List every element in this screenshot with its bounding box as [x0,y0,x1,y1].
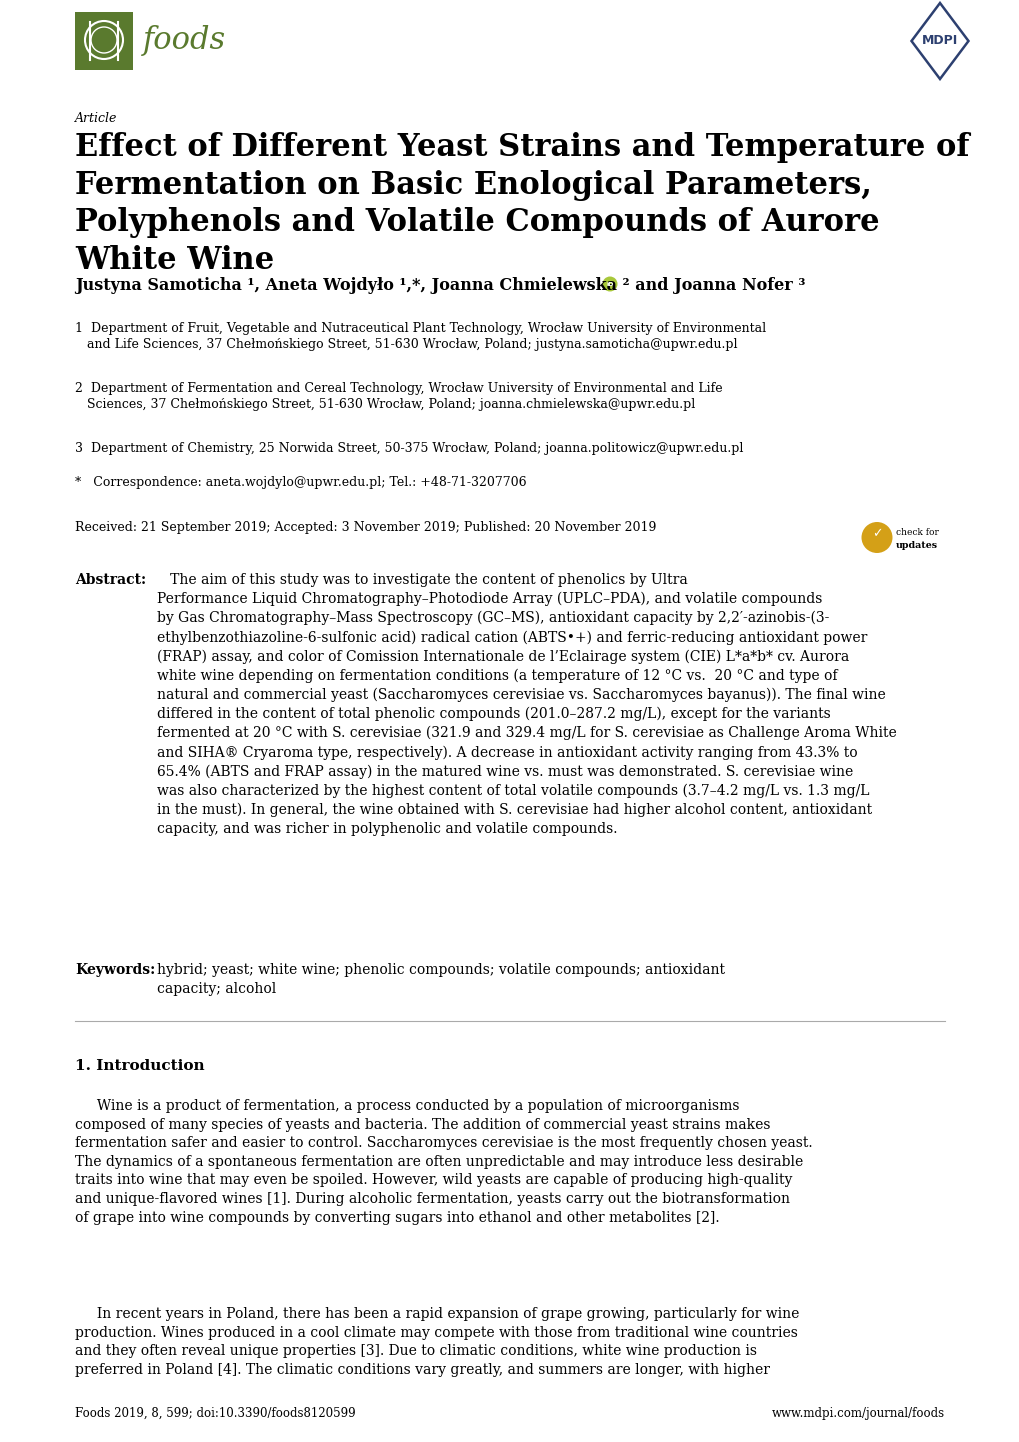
Text: Effect of Different Yeast Strains and Temperature of
Fermentation on Basic Enolo: Effect of Different Yeast Strains and Te… [75,133,968,277]
Text: 1. Introduction: 1. Introduction [75,1058,205,1073]
Text: Justyna Samoticha ¹, Aneta Wojdyło ¹,*, Joanna Chmielewska ² and Joanna Nofer ³: Justyna Samoticha ¹, Aneta Wojdyło ¹,*, … [75,277,805,294]
Text: Foods 2019, 8, 599; doi:10.3390/foods8120599: Foods 2019, 8, 599; doi:10.3390/foods812… [75,1407,356,1420]
Text: Wine is a product of fermentation, a process conducted by a population of microo: Wine is a product of fermentation, a pro… [75,1099,812,1224]
Text: iD: iD [605,281,613,287]
Circle shape [861,522,892,552]
Text: In recent years in Poland, there has been a rapid expansion of grape growing, pa: In recent years in Poland, there has bee… [75,1306,799,1377]
Text: The aim of this study was to investigate the content of phenolics by Ultra
Perfo: The aim of this study was to investigate… [157,572,896,836]
Circle shape [602,277,616,291]
Text: updates: updates [895,541,936,549]
Text: check for: check for [895,528,937,536]
Text: Abstract:: Abstract: [75,572,146,587]
Text: *   Correspondence: aneta.wojdylo@upwr.edu.pl; Tel.: +48-71-3207706: * Correspondence: aneta.wojdylo@upwr.edu… [75,476,526,489]
Text: Received: 21 September 2019; Accepted: 3 November 2019; Published: 20 November 2: Received: 21 September 2019; Accepted: 3… [75,521,656,534]
Text: 3  Department of Chemistry, 25 Norwida Street, 50-375 Wrocław, Poland; joanna.po: 3 Department of Chemistry, 25 Norwida St… [75,443,743,456]
Text: 2  Department of Fermentation and Cereal Technology, Wrocław University of Envir: 2 Department of Fermentation and Cereal … [75,382,721,411]
Text: MDPI: MDPI [921,35,957,48]
Text: 1  Department of Fruit, Vegetable and Nutraceutical Plant Technology, Wrocław Un: 1 Department of Fruit, Vegetable and Nut… [75,322,765,352]
Text: hybrid; yeast; white wine; phenolic compounds; volatile compounds; antioxidant
c: hybrid; yeast; white wine; phenolic comp… [157,963,725,995]
Text: www.mdpi.com/journal/foods: www.mdpi.com/journal/foods [771,1407,944,1420]
Text: Keywords:: Keywords: [75,963,155,978]
Text: foods: foods [143,26,226,56]
Bar [75,12,132,71]
Text: ✓: ✓ [871,528,881,541]
Text: Article: Article [75,112,117,125]
